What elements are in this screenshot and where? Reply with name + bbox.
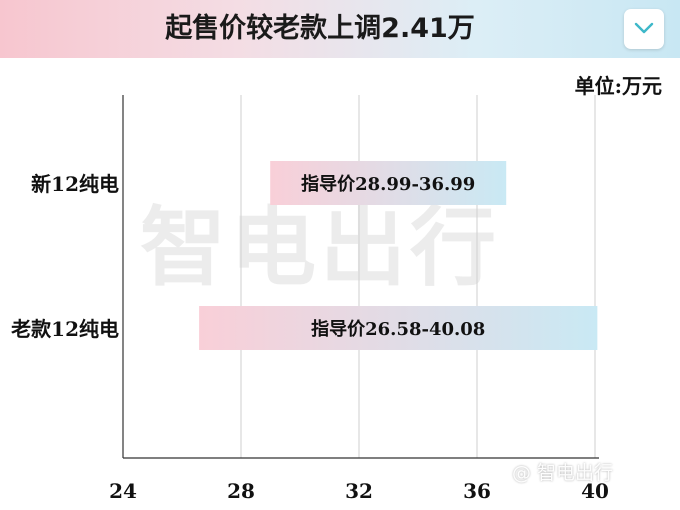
category-label-2: 老款12纯电 [11, 317, 119, 341]
x-tick-label-28: 28 [227, 479, 255, 503]
x-tick-label-32: 32 [345, 479, 373, 503]
bar-data-label-1: 指导价28.99-36.99 [301, 173, 475, 195]
title-bar [0, 0, 680, 58]
chevron-down-icon [634, 22, 654, 34]
range-bar-2 [199, 306, 598, 350]
x-tick-label-40: 40 [581, 479, 609, 503]
dropdown-button[interactable] [624, 9, 664, 49]
unit-label: 单位:万元 [574, 74, 662, 98]
range-bar-1 [270, 161, 507, 205]
x-tick-label-36: 36 [463, 479, 491, 503]
bar-data-label-2: 指导价26.58-40.08 [311, 318, 485, 340]
weibo-watermark: @ 智电出行 [512, 462, 614, 484]
x-tick-label-24: 24 [109, 479, 137, 503]
category-label-1: 新12纯电 [31, 172, 119, 196]
watermark-text: 智电出行 [140, 198, 500, 298]
chart-title: 起售价较老款上调2.41万 [165, 13, 475, 44]
